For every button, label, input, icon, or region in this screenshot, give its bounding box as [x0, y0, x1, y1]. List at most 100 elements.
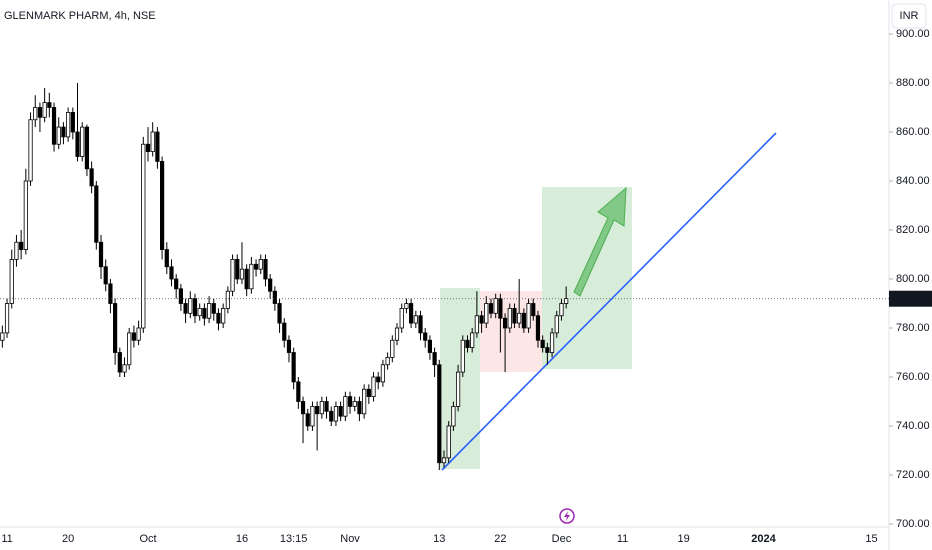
x-tick-label: 20 — [62, 533, 74, 545]
candle-body — [272, 290, 277, 304]
candle-body — [258, 258, 263, 270]
candle-body — [244, 268, 249, 290]
x-tick-label: 13:15 — [280, 533, 308, 545]
candle-body — [502, 317, 508, 329]
currency: INR — [900, 10, 919, 22]
candle-body — [333, 405, 339, 422]
candle-body — [413, 315, 418, 324]
candle-body — [141, 143, 146, 329]
candle-body — [117, 352, 122, 373]
candle-body — [277, 303, 282, 324]
candle-body — [89, 168, 94, 187]
y-tick-label: 740.00 — [896, 420, 930, 432]
chart-title: GLENMARK PHARM, 4h, NSE — [4, 10, 156, 22]
candle-body — [159, 160, 165, 250]
candle-body — [305, 413, 310, 427]
candle-body — [409, 303, 414, 324]
candle-body — [221, 307, 226, 324]
candle-body — [470, 332, 475, 348]
candle-body — [455, 371, 461, 407]
candle-body — [385, 356, 390, 366]
candle-body — [103, 266, 108, 285]
candle-body — [394, 327, 400, 341]
candle-body — [239, 268, 245, 280]
y-tick-label: 860.00 — [896, 126, 930, 138]
candle-body — [47, 102, 52, 108]
candle-body — [37, 107, 43, 118]
candle-body — [188, 298, 193, 314]
y-tick-label: 820.00 — [896, 224, 930, 236]
candle-body — [371, 376, 376, 398]
candle-body — [479, 315, 484, 324]
candle-body — [526, 303, 531, 329]
candle-body — [531, 303, 536, 317]
x-tick-label: Nov — [340, 533, 360, 545]
y-tick-label: 880.00 — [896, 77, 930, 89]
candle-body — [14, 241, 19, 260]
candle-body — [192, 298, 198, 317]
candle-body — [178, 288, 183, 304]
candle-body — [554, 315, 559, 334]
candle-body — [517, 312, 522, 324]
candle-body — [94, 185, 99, 243]
candle-body — [84, 126, 90, 170]
y-tick-label: 780.00 — [896, 322, 930, 334]
currency-box[interactable] — [891, 3, 927, 29]
candle-body — [352, 401, 357, 407]
candle-body — [286, 339, 292, 353]
candle-body — [404, 303, 409, 309]
candle-body — [155, 131, 160, 162]
candle-body — [235, 258, 240, 280]
candle-body — [300, 401, 306, 415]
last-price-label: 791.95 — [893, 293, 927, 305]
candle-body — [493, 298, 498, 314]
candle-body — [98, 241, 104, 268]
candle-body — [282, 322, 287, 341]
candle-body — [338, 405, 343, 417]
candle-body — [211, 303, 216, 314]
candle-body — [80, 126, 85, 157]
candle-body — [169, 266, 174, 280]
event-bolt — [564, 511, 570, 521]
candle-body — [559, 303, 564, 317]
candle-body — [206, 303, 212, 319]
x-tick-label: 15 — [865, 533, 877, 545]
candle-body — [225, 290, 230, 309]
candle-body — [183, 303, 188, 314]
candle-body — [437, 364, 442, 464]
candle-body — [564, 298, 569, 304]
candle-body — [253, 263, 259, 270]
candle-body — [164, 249, 169, 268]
candle-body — [19, 241, 24, 250]
candle-body — [296, 381, 301, 402]
candle-body — [61, 126, 66, 138]
candle-body — [127, 332, 132, 366]
candle-body — [423, 332, 428, 341]
candle-body — [230, 258, 235, 292]
candle-body — [362, 388, 367, 415]
candle-body — [446, 425, 451, 459]
candle-body — [451, 405, 456, 427]
candle-body — [0, 332, 5, 341]
candle-body — [347, 396, 353, 407]
candle-body — [291, 352, 296, 383]
y-tick-label: 800.00 — [896, 273, 930, 285]
x-tick-label: 11 — [1, 533, 12, 545]
candle-body — [9, 258, 14, 304]
candle-body — [268, 278, 273, 292]
candle-body — [56, 126, 61, 145]
y-tick-label: 720.00 — [896, 469, 930, 481]
candle-body — [122, 364, 127, 373]
last-price-box — [889, 290, 932, 307]
candle-body — [75, 131, 80, 157]
x-tick-label: 22 — [494, 533, 506, 545]
candle-body — [366, 388, 371, 397]
candle-body — [216, 312, 221, 324]
x-tick-label: 13 — [433, 533, 445, 545]
candle-body — [145, 143, 151, 152]
candle-body — [174, 278, 179, 290]
candle-body — [70, 112, 75, 133]
candle-body — [310, 405, 315, 427]
candle-body — [540, 339, 545, 348]
candle-body — [376, 376, 381, 383]
